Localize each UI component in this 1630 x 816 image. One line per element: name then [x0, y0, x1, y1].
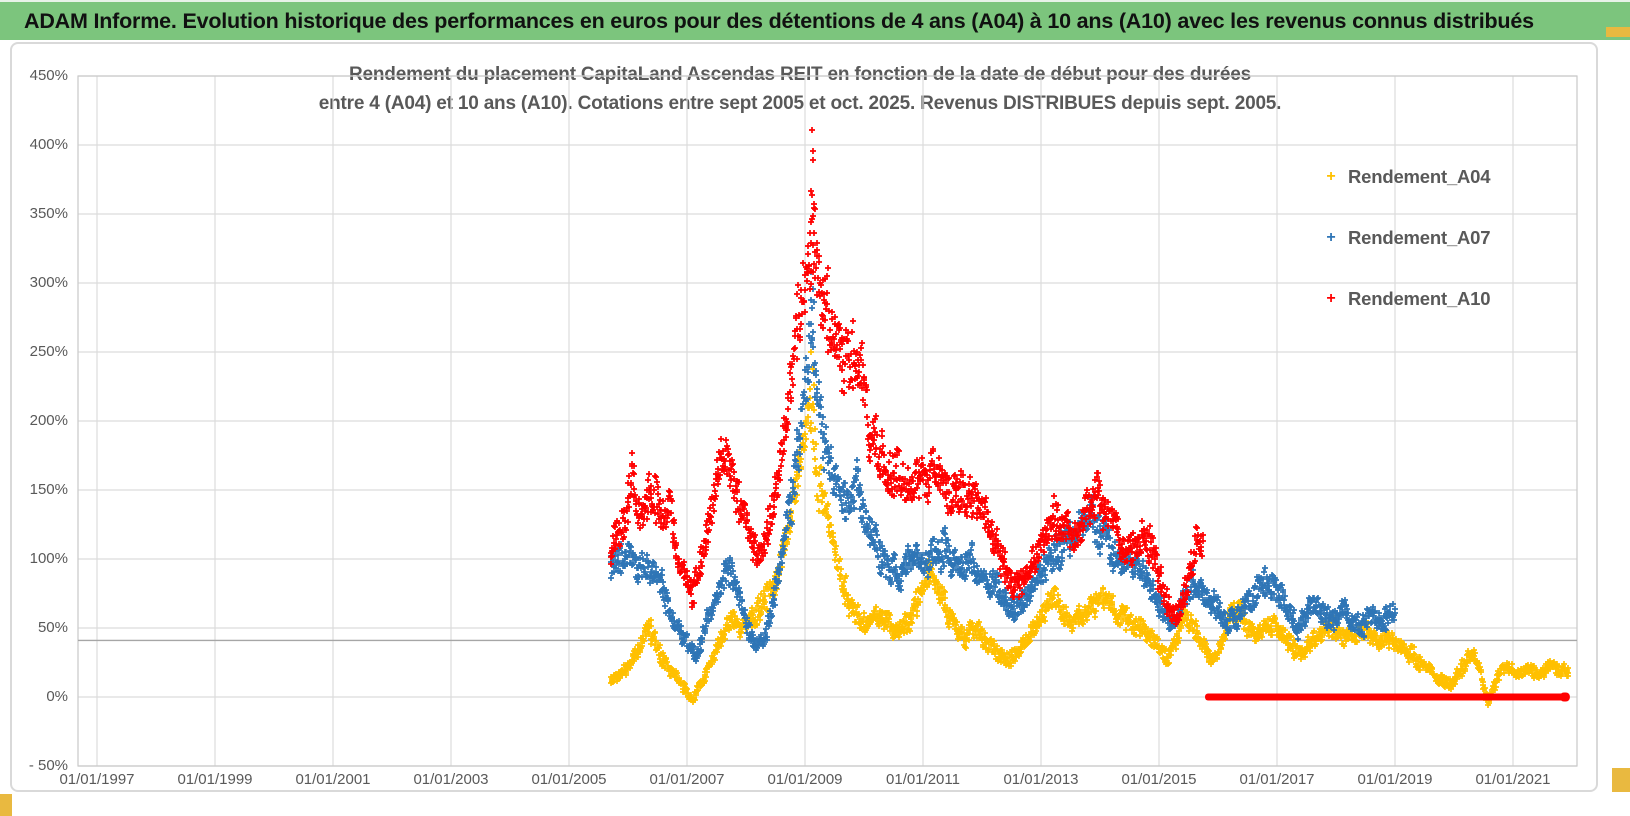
- y-axis-tick: 50%: [37, 619, 68, 636]
- x-axis-tick: 01/01/2011: [886, 771, 960, 788]
- series-points-rendement_a10: [608, 127, 1206, 627]
- chart-frame: [10, 42, 1598, 792]
- x-axis-tick: 01/01/1997: [59, 771, 135, 788]
- series-points-rendement_a04: [608, 349, 1571, 708]
- x-axis-tick: 01/01/2007: [649, 771, 725, 788]
- series-flat-zero-rendement_a10: [1205, 693, 1568, 701]
- y-axis-tick: 400%: [29, 136, 68, 153]
- y-axis-tick: - 50%: [28, 757, 68, 774]
- chart-legend: + Rendement_A04 + Rendement_A07 + Rendement_A…: [1322, 146, 1582, 329]
- x-axis-tick: 01/01/2009: [767, 771, 843, 788]
- x-axis-tick: 01/01/2015: [1121, 771, 1197, 788]
- legend-marker-icon: +: [1326, 167, 1336, 185]
- legend-label: Rendement_A10: [1348, 287, 1491, 309]
- x-axis-tick: 01/01/2021: [1475, 771, 1551, 788]
- y-axis-tick: 0%: [46, 688, 68, 705]
- y-axis-tick: 250%: [29, 343, 68, 360]
- x-axis-tick: 01/01/2013: [1003, 771, 1079, 788]
- x-axis-tick: 01/01/2001: [295, 771, 371, 788]
- x-axis-tick: 01/01/1999: [177, 771, 253, 788]
- legend-item-rendement_a07: + Rendement_A07: [1322, 207, 1582, 268]
- legend-item-rendement_a10: + Rendement_A10: [1322, 268, 1582, 329]
- y-axis-tick: 450%: [29, 67, 68, 84]
- legend-marker-icon: +: [1326, 289, 1336, 307]
- gold-accent-top-right: [1606, 27, 1630, 37]
- y-axis-tick: 200%: [29, 412, 68, 429]
- x-axis-tick: 01/01/2003: [413, 771, 489, 788]
- header-bar: ADAM Informe. Evolution historique des p…: [0, 0, 1630, 40]
- gold-accent-bottom-left: [0, 794, 12, 816]
- x-axis-tick: 01/01/2005: [531, 771, 607, 788]
- page-title: ADAM Informe. Evolution historique des p…: [24, 9, 1534, 33]
- legend-label: Rendement_A04: [1348, 165, 1491, 187]
- y-axis-tick: 100%: [29, 550, 68, 567]
- chart-title-line1: Rendement du placement CapitaLand Ascend…: [349, 64, 1251, 85]
- legend-marker-icon: +: [1326, 228, 1336, 246]
- flat-zero-endcap: [1559, 692, 1570, 702]
- x-axis-tick: 01/01/2017: [1239, 771, 1315, 788]
- y-axis-tick: 300%: [29, 274, 68, 291]
- legend-label: Rendement_A07: [1348, 226, 1491, 248]
- plot-border: [77, 75, 1578, 767]
- legend-item-rendement_a04: + Rendement_A04: [1322, 146, 1582, 207]
- y-axis-tick: 350%: [29, 205, 68, 222]
- y-axis-tick: 150%: [29, 481, 68, 498]
- gold-accent-bottom-right: [1612, 768, 1630, 792]
- x-axis-tick: 01/01/2019: [1357, 771, 1433, 788]
